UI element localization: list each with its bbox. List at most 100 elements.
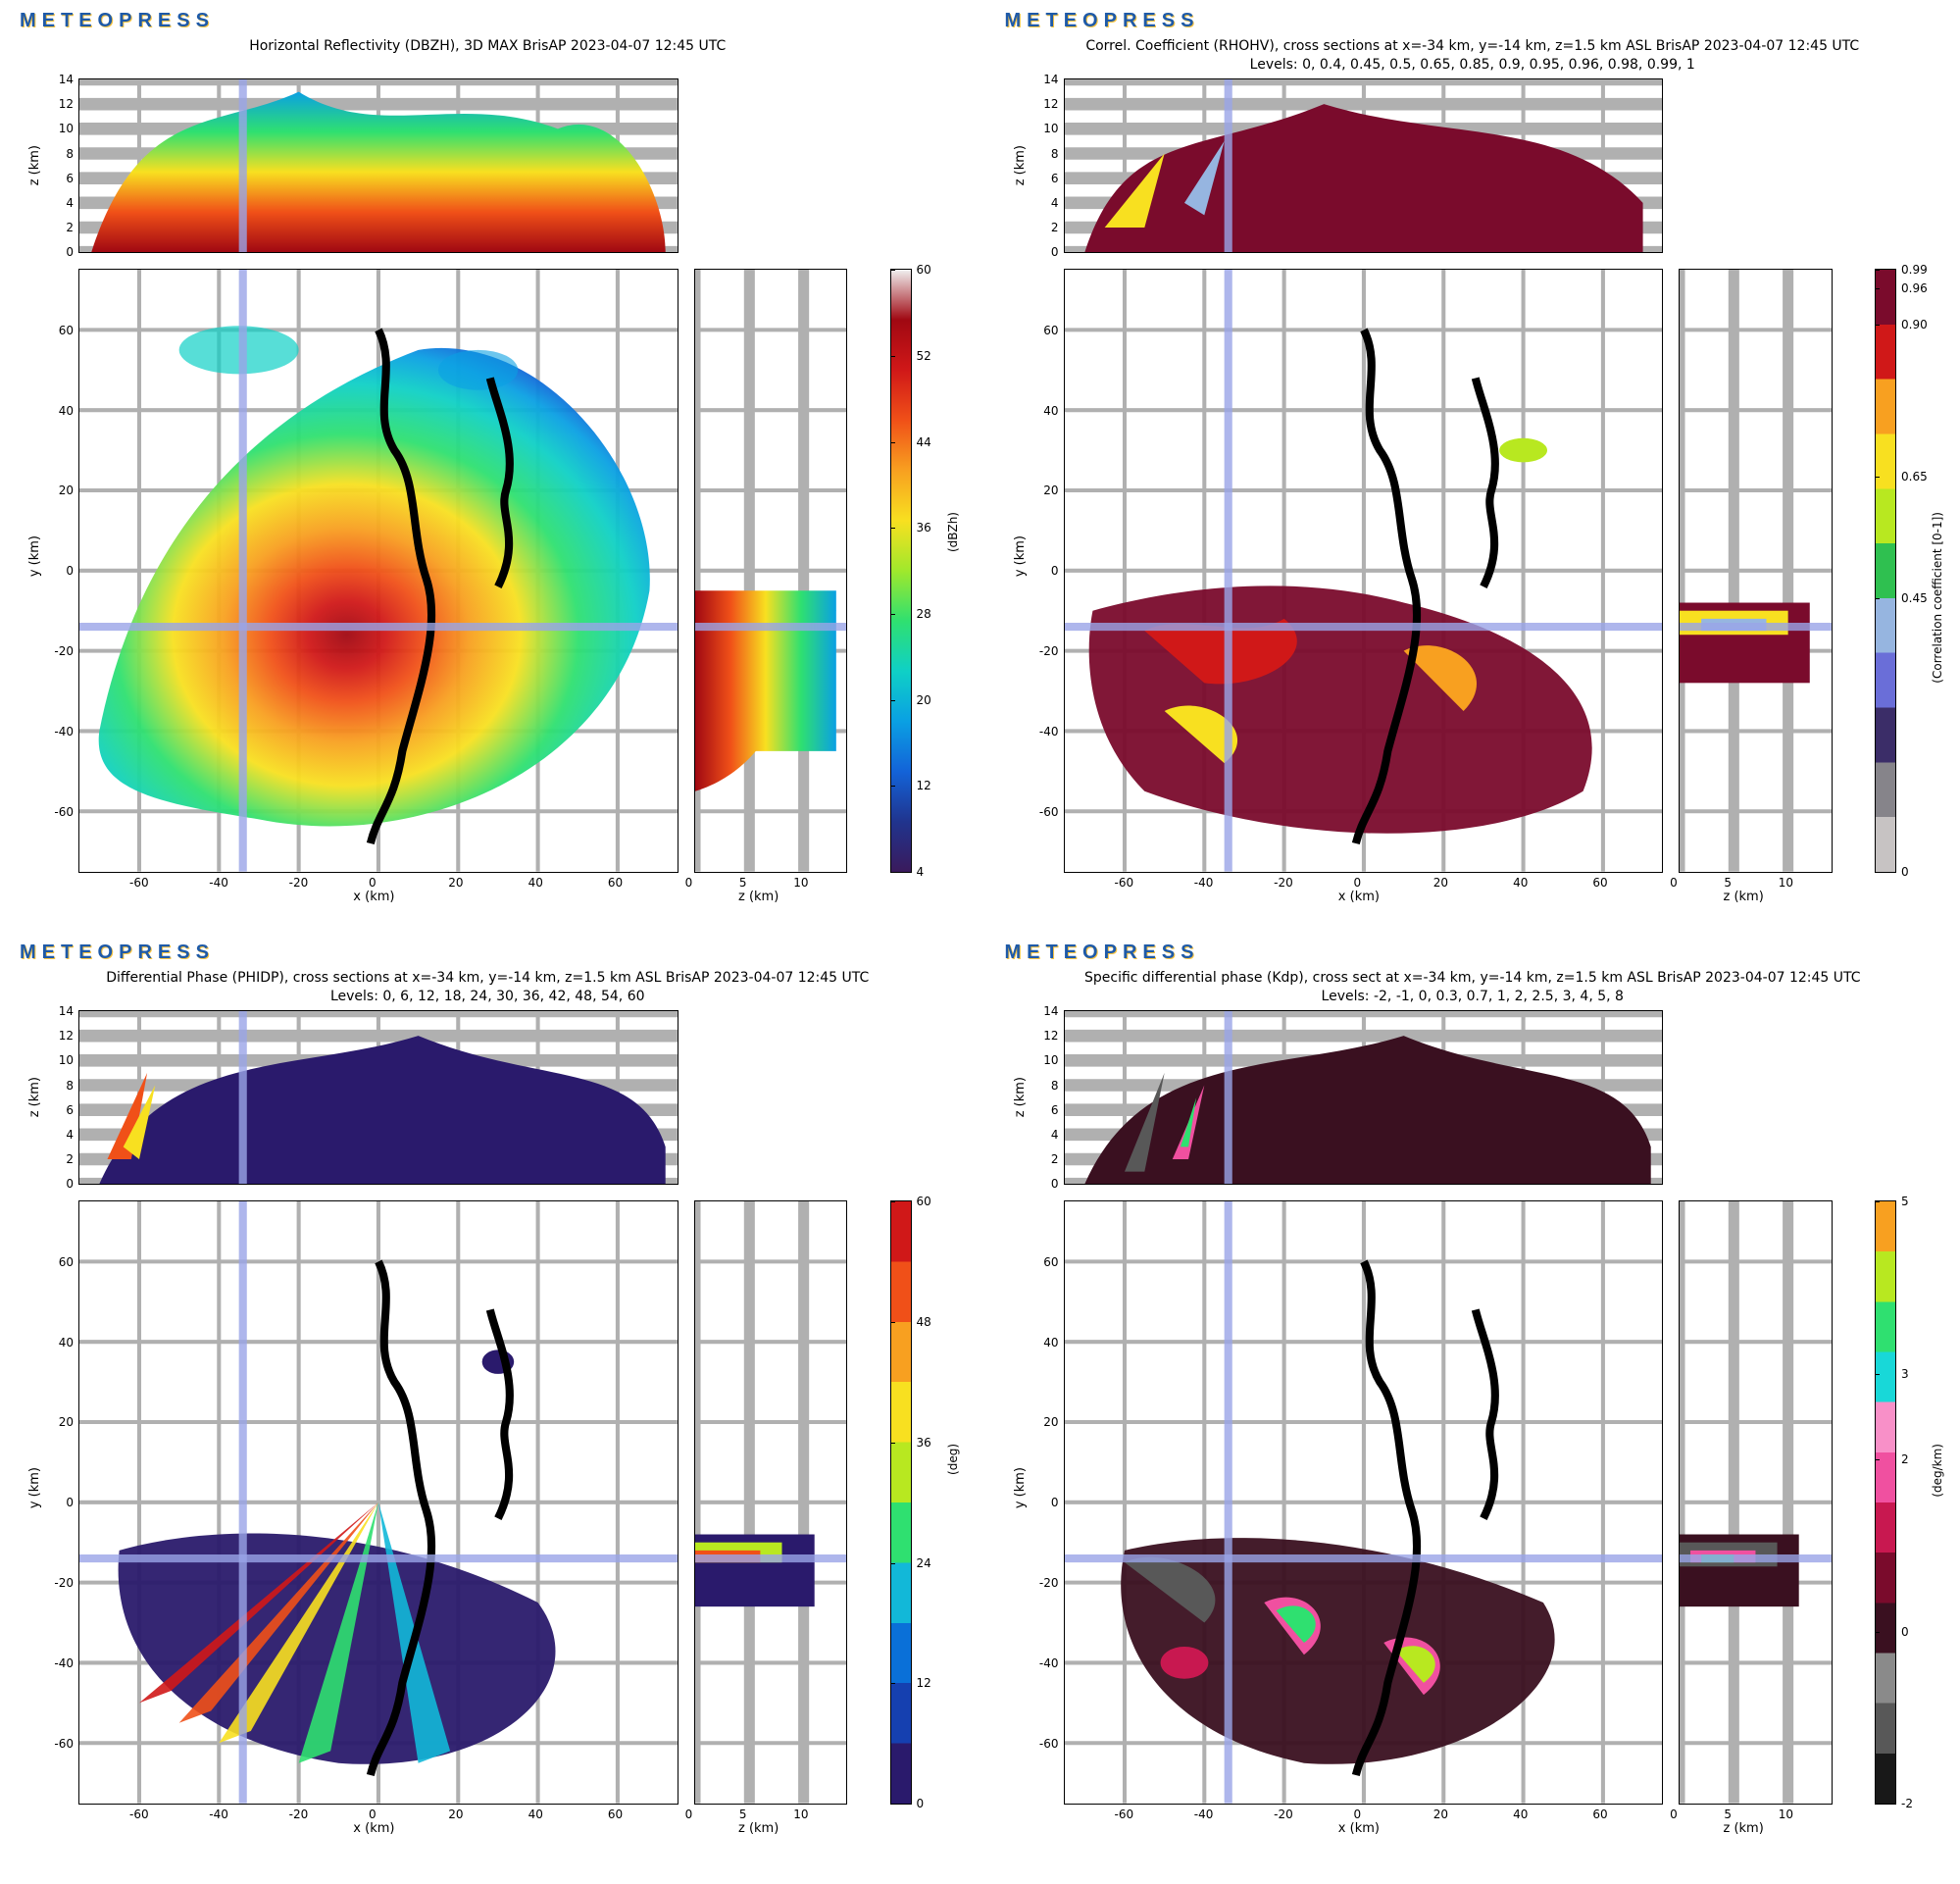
xtick: 5 bbox=[739, 1808, 747, 1821]
zlabel-right: z (km) bbox=[738, 1821, 779, 1836]
panel-phidp: METEOPRESSDifferential Phase (PHIDP), cr… bbox=[10, 942, 966, 1844]
xtick: 40 bbox=[528, 1808, 543, 1821]
cbar-tick: 0.99 bbox=[1901, 263, 1928, 277]
cbar-tick: 0 bbox=[917, 1797, 925, 1810]
cbar-tick: 48 bbox=[917, 1315, 931, 1329]
ytick: 40 bbox=[1030, 1336, 1059, 1349]
xtick: 0 bbox=[685, 876, 693, 890]
ytick: 8 bbox=[1030, 1079, 1059, 1093]
ytick: 4 bbox=[44, 196, 74, 210]
xtick: -60 bbox=[129, 876, 149, 890]
xtick: 20 bbox=[1433, 1808, 1448, 1821]
cbar-tick: 0 bbox=[1901, 865, 1909, 879]
ytick: 2 bbox=[44, 1152, 74, 1166]
xlabel: x (km) bbox=[353, 890, 394, 904]
ytick: 6 bbox=[44, 1103, 74, 1117]
xtick: 60 bbox=[1592, 1808, 1607, 1821]
chart-title: Specific differential phase (Kdp), cross… bbox=[995, 969, 1951, 1006]
subplot-top: 02468101214 bbox=[1064, 78, 1664, 253]
cbar-tick: 3 bbox=[1901, 1367, 1909, 1381]
colorbar-ticks: 01224364860 bbox=[917, 1201, 966, 1804]
chart-title: Correl. Coefficient (RHOHV), cross secti… bbox=[995, 37, 1951, 75]
ytick: 12 bbox=[1030, 1029, 1059, 1043]
cbar-tick: 0.45 bbox=[1901, 591, 1928, 605]
xtick: -20 bbox=[289, 876, 309, 890]
cbar-tick: 5 bbox=[1901, 1195, 1909, 1208]
xtick: -20 bbox=[289, 1808, 309, 1821]
ytick: 0 bbox=[44, 1177, 74, 1191]
plot-svg bbox=[1065, 270, 1663, 872]
colorbar: 00.450.650.900.960.99 bbox=[1875, 269, 1896, 873]
ytick: 14 bbox=[44, 1004, 74, 1018]
xtick: -40 bbox=[1194, 876, 1214, 890]
xtick: -60 bbox=[129, 1808, 149, 1821]
xtick: -40 bbox=[1194, 1808, 1214, 1821]
ytick: 12 bbox=[44, 97, 74, 111]
xtick: 40 bbox=[1513, 876, 1528, 890]
colorbar-ticks: -20235 bbox=[1901, 1201, 1950, 1804]
subplot-right: 0510 bbox=[694, 269, 848, 873]
cbar-tick: 0.90 bbox=[1901, 318, 1928, 331]
logo: METEOPRESS bbox=[1005, 942, 1200, 964]
xtick: -20 bbox=[1274, 1808, 1293, 1821]
ytick: 60 bbox=[44, 1255, 74, 1269]
ytick: -20 bbox=[1030, 1576, 1059, 1590]
xtick: 0 bbox=[1670, 876, 1678, 890]
ytick: 0 bbox=[1030, 564, 1059, 578]
xtick: 60 bbox=[608, 1808, 623, 1821]
ytick: 8 bbox=[1030, 147, 1059, 161]
cbar-tick: -2 bbox=[1901, 1797, 1913, 1810]
xtick: 0 bbox=[369, 876, 377, 890]
plot-svg bbox=[695, 270, 847, 872]
ytick: 40 bbox=[44, 404, 74, 418]
ylabel: y (km) bbox=[1013, 535, 1028, 577]
xtick: 0 bbox=[1670, 1808, 1678, 1821]
subplot-main: -60-40-200204060-60-40-200204060 bbox=[1064, 269, 1664, 873]
ytick: 20 bbox=[1030, 484, 1059, 497]
zlabel-right: z (km) bbox=[1724, 1821, 1764, 1836]
cbar-tick: 36 bbox=[917, 1436, 931, 1450]
colorbar-ticks: 412202836445260 bbox=[917, 270, 966, 872]
xtick: 0 bbox=[685, 1808, 693, 1821]
cbar-tick: 36 bbox=[917, 521, 931, 535]
ytick: 6 bbox=[1030, 1103, 1059, 1117]
plot-svg bbox=[695, 1201, 847, 1804]
xtick: 20 bbox=[448, 1808, 463, 1821]
ytick: 8 bbox=[44, 1079, 74, 1093]
xtick: 0 bbox=[369, 1808, 377, 1821]
xlabel: x (km) bbox=[1338, 890, 1380, 904]
plot-svg bbox=[1065, 79, 1663, 252]
ylabel: y (km) bbox=[27, 535, 42, 577]
ytick: 60 bbox=[1030, 1255, 1059, 1269]
ytick: -60 bbox=[1030, 805, 1059, 819]
panel-grid: METEOPRESS Horizontal Reflectivity (DBZH)… bbox=[10, 10, 1950, 1844]
chart-area: 02468101214-60-40-200204060-60-40-200204… bbox=[1064, 78, 1834, 873]
xtick: -60 bbox=[1114, 1808, 1133, 1821]
colorbar-label: (deg/km) bbox=[1931, 1444, 1944, 1498]
plot-svg bbox=[1065, 1011, 1663, 1184]
cbar-tick: 0.96 bbox=[1901, 281, 1928, 295]
panel-kdp: METEOPRESS Specific differential phase (K… bbox=[995, 942, 1951, 1844]
ylabel: y (km) bbox=[1013, 1467, 1028, 1508]
ytick: 20 bbox=[1030, 1415, 1059, 1429]
xtick: 10 bbox=[793, 876, 808, 890]
ytick: 10 bbox=[1030, 1053, 1059, 1067]
xtick: 20 bbox=[1433, 876, 1448, 890]
subplot-right: 0510 bbox=[694, 1200, 848, 1805]
ytick: -60 bbox=[44, 1737, 74, 1751]
ytick: -60 bbox=[44, 805, 74, 819]
chart-title: Horizontal Reflectivity (DBZH), 3D MAX B… bbox=[10, 37, 966, 56]
colorbar: 412202836445260 bbox=[890, 269, 912, 873]
ytick: -20 bbox=[44, 1576, 74, 1590]
ytick: -40 bbox=[44, 725, 74, 738]
ytick: 10 bbox=[44, 122, 74, 135]
ytick: 6 bbox=[1030, 172, 1059, 185]
cbar-tick: 0 bbox=[1901, 1625, 1909, 1639]
plot-svg bbox=[79, 1011, 678, 1184]
xtick: 40 bbox=[1513, 1808, 1528, 1821]
ytick: -20 bbox=[1030, 644, 1059, 658]
ytick: 2 bbox=[1030, 1152, 1059, 1166]
subplot-main: -60-40-200204060-60-40-200204060 bbox=[78, 269, 678, 873]
ytick: 8 bbox=[44, 147, 74, 161]
ytick: 4 bbox=[44, 1128, 74, 1142]
